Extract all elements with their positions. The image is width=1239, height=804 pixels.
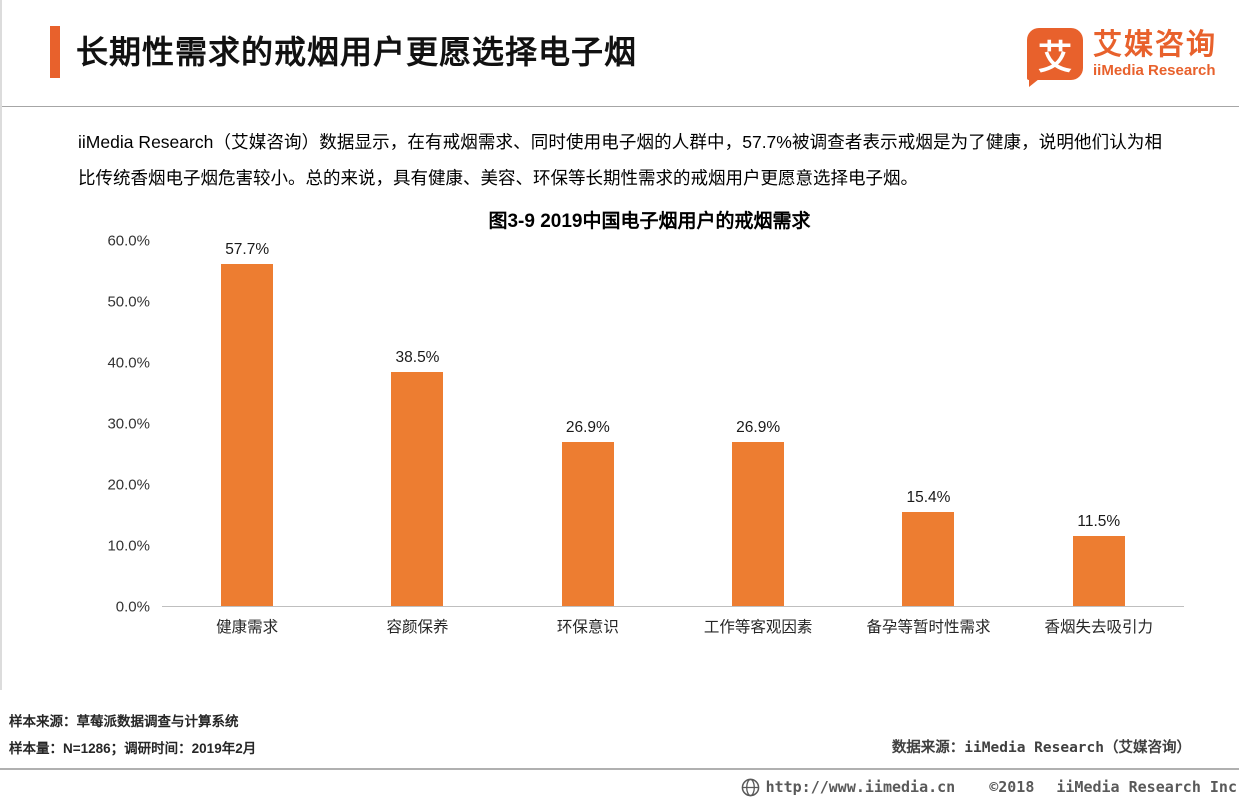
y-axis-tick: 20.0% [107, 476, 150, 494]
bar-value-label: 38.5% [395, 348, 440, 366]
bar-slot: 38.5% [332, 241, 502, 606]
category-label: 备孕等暂时性需求 [866, 619, 991, 636]
bar [732, 442, 785, 606]
footer-company: iiMedia Research Inc [1056, 778, 1237, 796]
intro-paragraph: iiMedia Research（艾媒咨询）数据显示，在有戒烟需求、同时使用电子… [78, 132, 1162, 188]
sample-info-note: 样本量：N=1286；调研时间：2019年2月 [9, 741, 257, 756]
y-axis-tick: 50.0% [107, 293, 150, 311]
globe-icon [741, 778, 759, 796]
x-axis-categories: 健康需求 容颜保养 环保意识 工作等客观因素 备孕等暂时性需求 香烟失去吸引力 [162, 615, 1184, 637]
data-source-note: 数据来源：iiMedia Research（艾媒咨询） [891, 740, 1191, 756]
bar-value-label: 15.4% [906, 489, 951, 507]
logo-name-en: iiMedia Research [1092, 61, 1216, 79]
footer-copyright: ©2018 [989, 778, 1035, 796]
bar-slot: 26.9% [503, 241, 673, 606]
category-label: 香烟失去吸引力 [1044, 619, 1154, 636]
category-label: 环保意识 [556, 619, 619, 636]
bar [902, 512, 955, 606]
title-accent-bar [50, 26, 60, 78]
category-label: 健康需求 [216, 619, 279, 636]
sample-source-note: 样本来源：草莓派数据调查与计算系统 [9, 714, 239, 729]
bar-value-label: 11.5% [1077, 513, 1121, 531]
bar [561, 442, 614, 606]
bar-slot: 57.7% [162, 241, 332, 606]
y-axis-tick: 10.0% [107, 537, 150, 555]
logo-name-cn: 艾媒咨询 [1092, 28, 1217, 61]
y-axis-tick: 30.0% [107, 415, 150, 433]
iimedia-logo: 艾 艾媒咨询 iiMedia Research [1026, 28, 1217, 87]
header-divider [0, 106, 1239, 107]
bar [1072, 536, 1125, 606]
footnotes: 样本来源：草莓派数据调查与计算系统 样本量：N=1286；调研时间：2019年2… [0, 708, 1239, 762]
y-axis-tick: 0.0% [115, 598, 150, 616]
category-label: 容颜保养 [386, 619, 449, 636]
header: 长期性需求的戒烟用户更愿选择电子烟 艾 艾媒咨询 iiMedia Researc… [0, 0, 1239, 87]
bar-slot: 26.9% [673, 241, 843, 606]
footer-url: http://www.iimedia.cn [765, 778, 956, 796]
footer-text: http://www.iimedia.cn ©2018 iiMedia Rese… [741, 778, 1237, 797]
bar-value-label: 57.7% [225, 241, 270, 258]
bar [221, 264, 274, 606]
y-axis: 0.0% 10.0% 20.0% 30.0% 40.0% 50.0% 60.0% [88, 233, 162, 616]
page-edge-line [0, 0, 2, 690]
page-title: 长期性需求的戒烟用户更愿选择电子烟 [76, 34, 638, 70]
bar-slot: 15.4% [843, 241, 1013, 606]
y-axis-tick: 40.0% [107, 354, 150, 372]
bar-value-label: 26.9% [736, 419, 781, 437]
logo-text: 艾媒咨询 iiMedia Research [1093, 29, 1217, 80]
page-footer: http://www.iimedia.cn ©2018 iiMedia Rese… [0, 768, 1239, 804]
bar-value-label: 26.9% [565, 419, 610, 437]
sample-notes: 样本来源：草莓派数据调查与计算系统 样本量：N=1286；调研时间：2019年2… [0, 708, 256, 762]
bar-slot: 11.5% [1014, 241, 1184, 606]
y-axis-tick: 60.0% [107, 232, 150, 250]
chart-title: 图3-9 2019中国电子烟用户的戒烟需求 [488, 211, 811, 232]
bar-chart: 0.0% 10.0% 20.0% 30.0% 40.0% 50.0% 60.0% 57.7%… [88, 233, 1184, 616]
category-label: 工作等客观因素 [703, 619, 813, 636]
plot-area: 57.7% 38.5% 26.9% 26.9% 15.4% 11.5% [162, 241, 1184, 607]
iimedia-logo-icon: 艾 [1026, 28, 1083, 87]
bar [391, 371, 444, 606]
